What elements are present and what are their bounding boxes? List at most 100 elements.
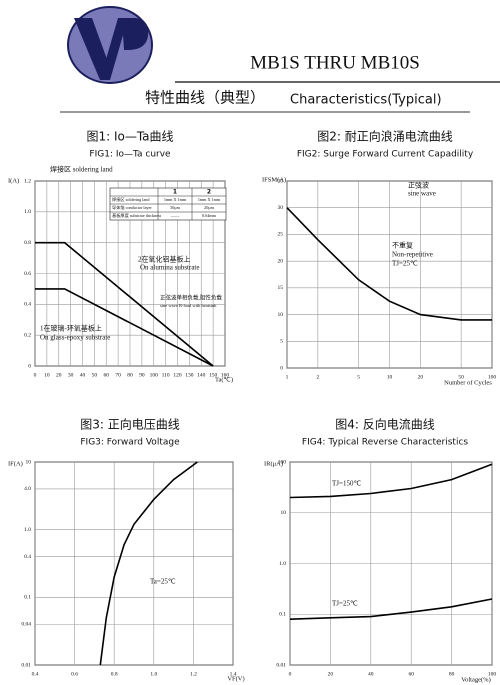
chart-subtitle: FIG3: Forward Voltage (80, 438, 180, 448)
x-tick-label: 10 (44, 372, 50, 378)
x-tick-label: 70 (115, 372, 121, 378)
chart-title: 图4: 反向电流曲线 (335, 417, 435, 432)
x-tick-label: 20 (328, 671, 334, 677)
y-tick-label: 0.04 (21, 622, 31, 628)
y-axis-label: IFSM(A) (262, 176, 286, 183)
annotation: 正弦波单相负载,阻性负载 (160, 293, 222, 301)
y-tick-label: 30 (278, 205, 284, 211)
y-axis-label: IR(μA) (264, 460, 283, 467)
series-line (99, 461, 198, 666)
x-tick-label: 1.2 (190, 671, 197, 677)
series-label: 2在氧化铝基板上 (138, 255, 191, 264)
y-tick-label: 0.4 (24, 554, 31, 560)
x-tick-label: 0.8 (111, 671, 118, 677)
y-tick-label: 0.01 (276, 662, 286, 668)
table-cell: 20μm (204, 205, 214, 210)
plot-area (34, 461, 234, 666)
series-label: TJ=25℃ (332, 600, 358, 608)
y-tick-label: 5 (280, 339, 283, 345)
x-tick-label: 160 (221, 372, 230, 378)
y-tick-label: 20 (278, 258, 284, 264)
x-tick-label: 120 (173, 372, 182, 378)
chart-title: 图1: Io—Ta曲线 (86, 130, 173, 144)
x-tick-label: 0.4 (32, 671, 39, 677)
y-tick-label: 0.2 (24, 332, 31, 338)
x-tick-label: 1 (286, 374, 289, 380)
annotation: On alumina substrate (140, 264, 200, 272)
table-cell: 1mm X 1mm (164, 197, 187, 202)
x-tick-label: 10 (387, 374, 393, 380)
x-tick-label: 50 (458, 374, 464, 380)
subtitle-cn: 特性曲线（典型） (145, 89, 265, 107)
series-line (289, 463, 493, 499)
x-tick-label: 1.4 (230, 671, 237, 677)
x-tick-label: 100 (488, 671, 497, 677)
series-line (289, 598, 493, 620)
y-tick-label: 15 (278, 285, 284, 291)
y-tick-label: 10 (281, 510, 287, 516)
x-tick-label: 130 (185, 372, 194, 378)
annotation: On glass-epoxy substrate (40, 334, 110, 342)
y-tick-label: 0 (280, 365, 283, 371)
chart-subtitle: FIG4: Typical Reverse Characteristics (302, 438, 469, 448)
chart-subtitle: FIG1: Io—Ta curve (89, 150, 171, 160)
y-axis-label: I(A) (8, 177, 19, 184)
table-header: 2 (207, 189, 211, 196)
x-axis-label: Number of Cycles (444, 379, 492, 386)
annotation: sine wave R-load with heatsink (160, 303, 217, 308)
annotation: sine wave (408, 190, 436, 198)
x-tick-label: 20 (418, 374, 424, 380)
chart-subtitle: FIG2: Surge Forward Current Capadility (297, 150, 474, 160)
annotation: 不重复 (392, 241, 413, 250)
x-tick-label: 0 (289, 671, 292, 677)
y-tick-label: 0.1 (24, 595, 31, 601)
conditions-table: 1 2 焊接区 soldering land 1mm X 1mm 1mm X 1mm 导体… (109, 187, 227, 221)
x-tick-label: 100 (150, 372, 159, 378)
subtitle-en: Characteristics(Typical) (290, 93, 442, 108)
x-tick-label: 80 (449, 671, 455, 677)
x-tick-label: 40 (80, 372, 86, 378)
logo (67, 6, 153, 84)
x-tick-label: 60 (408, 671, 414, 677)
x-tick-label: 2 (316, 374, 319, 380)
x-axis-label: Voltage(%) (461, 676, 490, 683)
table-cell: 0.64mm (202, 213, 217, 218)
table-header: 1 (173, 189, 177, 196)
annotation: 焊接区 soldering land (50, 165, 113, 174)
y-tick-label: 10 (26, 459, 32, 465)
table-cell: 1mm X 1mm (198, 197, 221, 202)
x-tick-label: 50 (92, 372, 98, 378)
x-tick-label: 1.0 (150, 671, 157, 677)
x-tick-label: 140 (197, 372, 206, 378)
series-line (35, 241, 214, 367)
x-tick-label: 20 (56, 372, 62, 378)
table-cell: 30μm (170, 205, 180, 210)
y-tick-label: 10 (278, 312, 284, 318)
chart-title: 图3: 正向电压曲线 (80, 417, 180, 432)
y-tick-label: 100 (278, 459, 287, 465)
y-axis-label: IF(A) (8, 460, 23, 467)
x-tick-label: 100 (488, 374, 497, 380)
y-tick-label: 35 (278, 178, 284, 184)
y-tick-label: 25 (278, 232, 284, 238)
x-tick-label: 80 (127, 372, 133, 378)
x-axis-label: VF(V) (227, 675, 244, 682)
x-tick-label: 0.6 (71, 671, 78, 677)
y-tick-label: 1.0 (24, 527, 31, 533)
x-tick-label: 30 (68, 372, 74, 378)
x-tick-label: 90 (139, 372, 145, 378)
series-label: TJ=150℃ (332, 480, 361, 488)
annotation: TJ=25℃ (392, 260, 418, 268)
annotation: Ta=25℃ (150, 578, 176, 586)
x-axis-label: Ta(℃) (215, 376, 233, 383)
y-tick-label: 1.2 (24, 178, 31, 184)
x-tick-label: 60 (104, 372, 110, 378)
table-cell: 焊接区 soldering land (112, 196, 150, 203)
y-tick-label: 0.6 (24, 271, 31, 277)
annotation: Non-repetitive (392, 251, 433, 259)
series-label: 1在玻璃-环氧基板上 (40, 324, 102, 333)
x-tick-label: 110 (162, 372, 170, 378)
series-line (35, 288, 214, 367)
page-title: MB1S THRU MB10S (250, 52, 420, 73)
